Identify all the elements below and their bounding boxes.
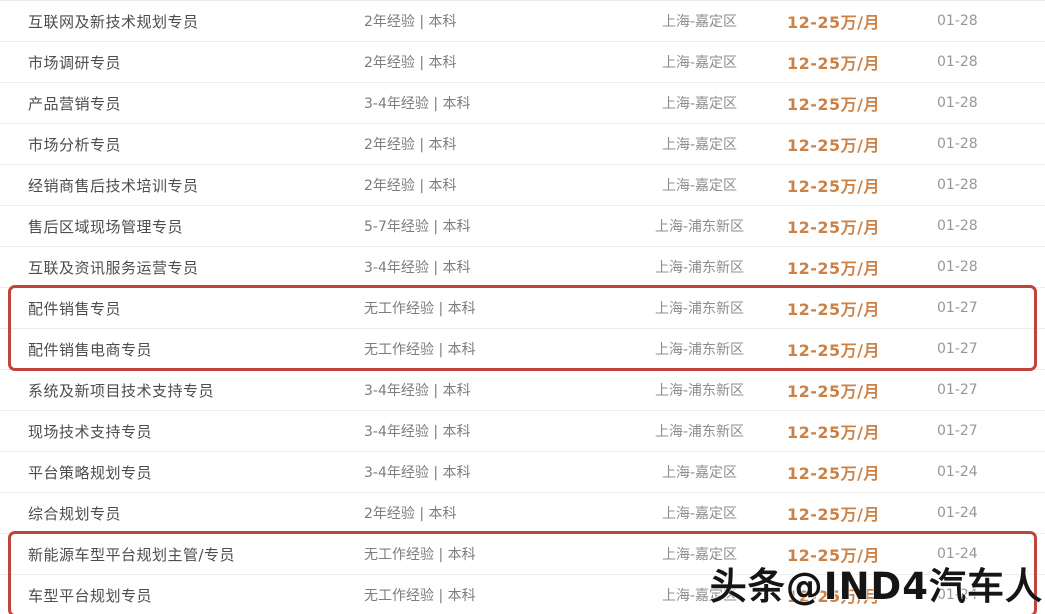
job-title-link[interactable]: 平台策略规划专员 xyxy=(28,463,153,482)
date-cell: 01-24 xyxy=(937,546,978,562)
location-cell: 上海-嘉定区 xyxy=(661,588,738,604)
date-cell: 01-27 xyxy=(937,423,978,439)
location-cell: 上海-浦东新区 xyxy=(654,342,745,358)
experience-cell: 3-4年经验 | 本科 xyxy=(364,260,471,276)
date-cell: 01-24 xyxy=(937,587,978,603)
salary-cell: 12-25万/月 xyxy=(787,341,881,360)
job-row[interactable]: 市场分析专员 2年经验 | 本科 上海-嘉定区 12-25万/月 01-28 xyxy=(0,124,1045,165)
experience-cell: 2年经验 | 本科 xyxy=(364,14,457,30)
job-row[interactable]: 新能源车型平台规划主管/专员 无工作经验 | 本科 上海-嘉定区 12-25万/… xyxy=(0,534,1045,575)
job-row[interactable]: 配件销售电商专员 无工作经验 | 本科 上海-浦东新区 12-25万/月 01-… xyxy=(0,329,1045,370)
date-cell: 01-24 xyxy=(937,464,978,480)
experience-cell: 无工作经验 | 本科 xyxy=(364,588,476,604)
location-cell: 上海-浦东新区 xyxy=(654,383,745,399)
job-row[interactable]: 互联及资讯服务运营专员 3-4年经验 | 本科 上海-浦东新区 12-25万/月… xyxy=(0,247,1045,288)
salary-cell: 12-25万/月 xyxy=(787,136,881,155)
job-title-link[interactable]: 售后区域现场管理专员 xyxy=(28,217,184,236)
date-cell: 01-27 xyxy=(937,341,978,357)
location-cell: 上海-嘉定区 xyxy=(661,547,738,563)
date-cell: 01-28 xyxy=(937,218,978,234)
job-title-link[interactable]: 新能源车型平台规划主管/专员 xyxy=(28,545,236,564)
date-cell: 01-28 xyxy=(937,136,978,152)
location-cell: 上海-浦东新区 xyxy=(654,260,745,276)
experience-cell: 3-4年经验 | 本科 xyxy=(364,383,471,399)
salary-cell: 12-25万/月 xyxy=(787,300,881,319)
experience-cell: 3-4年经验 | 本科 xyxy=(364,465,471,481)
salary-cell: 12-25万/月 xyxy=(787,218,881,237)
experience-cell: 无工作经验 | 本科 xyxy=(364,342,476,358)
location-cell: 上海-嘉定区 xyxy=(661,465,738,481)
salary-cell: 12-25万/月 xyxy=(787,505,881,524)
location-cell: 上海-嘉定区 xyxy=(661,14,738,30)
experience-cell: 3-4年经验 | 本科 xyxy=(364,424,471,440)
date-cell: 01-27 xyxy=(937,300,978,316)
job-title-link[interactable]: 市场调研专员 xyxy=(28,53,122,72)
salary-cell: 12-25万/月 xyxy=(787,259,881,278)
job-row[interactable]: 配件销售专员 无工作经验 | 本科 上海-浦东新区 12-25万/月 01-27 xyxy=(0,288,1045,329)
location-cell: 上海-浦东新区 xyxy=(654,301,745,317)
job-row[interactable]: 市场调研专员 2年经验 | 本科 上海-嘉定区 12-25万/月 01-28 xyxy=(0,42,1045,83)
salary-cell: 12-25万/月 xyxy=(787,13,881,32)
date-cell: 01-28 xyxy=(937,95,978,111)
experience-cell: 2年经验 | 本科 xyxy=(364,178,457,194)
job-row[interactable]: 互联网及新技术规划专员 2年经验 | 本科 上海-嘉定区 12-25万/月 01… xyxy=(0,1,1045,42)
location-cell: 上海-嘉定区 xyxy=(661,137,738,153)
location-cell: 上海-嘉定区 xyxy=(661,506,738,522)
salary-cell: 12-25万/月 xyxy=(787,382,881,401)
experience-cell: 无工作经验 | 本科 xyxy=(364,301,476,317)
job-title-link[interactable]: 系统及新项目技术支持专员 xyxy=(28,381,215,400)
experience-cell: 2年经验 | 本科 xyxy=(364,506,457,522)
date-cell: 01-28 xyxy=(937,54,978,70)
job-title-link[interactable]: 现场技术支持专员 xyxy=(28,422,153,441)
job-title-link[interactable]: 配件销售专员 xyxy=(28,299,122,318)
location-cell: 上海-嘉定区 xyxy=(661,96,738,112)
location-cell: 上海-嘉定区 xyxy=(661,178,738,194)
job-row[interactable]: 车型平台规划专员 无工作经验 | 本科 上海-嘉定区 12-25万/月 01-2… xyxy=(0,575,1045,614)
salary-cell: 12-25万/月 xyxy=(787,54,881,73)
location-cell: 上海-浦东新区 xyxy=(654,424,745,440)
job-title-link[interactable]: 综合规划专员 xyxy=(28,504,122,523)
job-title-link[interactable]: 互联及资讯服务运营专员 xyxy=(28,258,199,277)
date-cell: 01-28 xyxy=(937,259,978,275)
date-cell: 01-28 xyxy=(937,13,978,29)
job-row[interactable]: 系统及新项目技术支持专员 3-4年经验 | 本科 上海-浦东新区 12-25万/… xyxy=(0,370,1045,411)
job-row[interactable]: 平台策略规划专员 3-4年经验 | 本科 上海-嘉定区 12-25万/月 01-… xyxy=(0,452,1045,493)
job-title-link[interactable]: 互联网及新技术规划专员 xyxy=(28,12,199,31)
experience-cell: 3-4年经验 | 本科 xyxy=(364,96,471,112)
salary-cell: 12-25万/月 xyxy=(787,95,881,114)
job-row[interactable]: 产品营销专员 3-4年经验 | 本科 上海-嘉定区 12-25万/月 01-28 xyxy=(0,83,1045,124)
job-title-link[interactable]: 车型平台规划专员 xyxy=(28,586,153,605)
job-title-link[interactable]: 配件销售电商专员 xyxy=(28,340,153,359)
location-cell: 上海-浦东新区 xyxy=(654,219,745,235)
salary-cell: 12-25万/月 xyxy=(787,423,881,442)
salary-cell: 12-25万/月 xyxy=(787,464,881,483)
job-row[interactable]: 综合规划专员 2年经验 | 本科 上海-嘉定区 12-25万/月 01-24 xyxy=(0,493,1045,534)
salary-cell: 12-25万/月 xyxy=(787,177,881,196)
salary-cell: 12-25万/月 xyxy=(787,587,881,606)
date-cell: 01-28 xyxy=(937,177,978,193)
experience-cell: 5-7年经验 | 本科 xyxy=(364,219,471,235)
job-title-link[interactable]: 市场分析专员 xyxy=(28,135,122,154)
job-row[interactable]: 经销商售后技术培训专员 2年经验 | 本科 上海-嘉定区 12-25万/月 01… xyxy=(0,165,1045,206)
experience-cell: 无工作经验 | 本科 xyxy=(364,547,476,563)
job-title-link[interactable]: 经销商售后技术培训专员 xyxy=(28,176,199,195)
date-cell: 01-24 xyxy=(937,505,978,521)
experience-cell: 2年经验 | 本科 xyxy=(364,137,457,153)
salary-cell: 12-25万/月 xyxy=(787,546,881,565)
date-cell: 01-27 xyxy=(937,382,978,398)
experience-cell: 2年经验 | 本科 xyxy=(364,55,457,71)
location-cell: 上海-嘉定区 xyxy=(661,55,738,71)
job-title-link[interactable]: 产品营销专员 xyxy=(28,94,122,113)
job-row[interactable]: 售后区域现场管理专员 5-7年经验 | 本科 上海-浦东新区 12-25万/月 … xyxy=(0,206,1045,247)
job-row[interactable]: 现场技术支持专员 3-4年经验 | 本科 上海-浦东新区 12-25万/月 01… xyxy=(0,411,1045,452)
